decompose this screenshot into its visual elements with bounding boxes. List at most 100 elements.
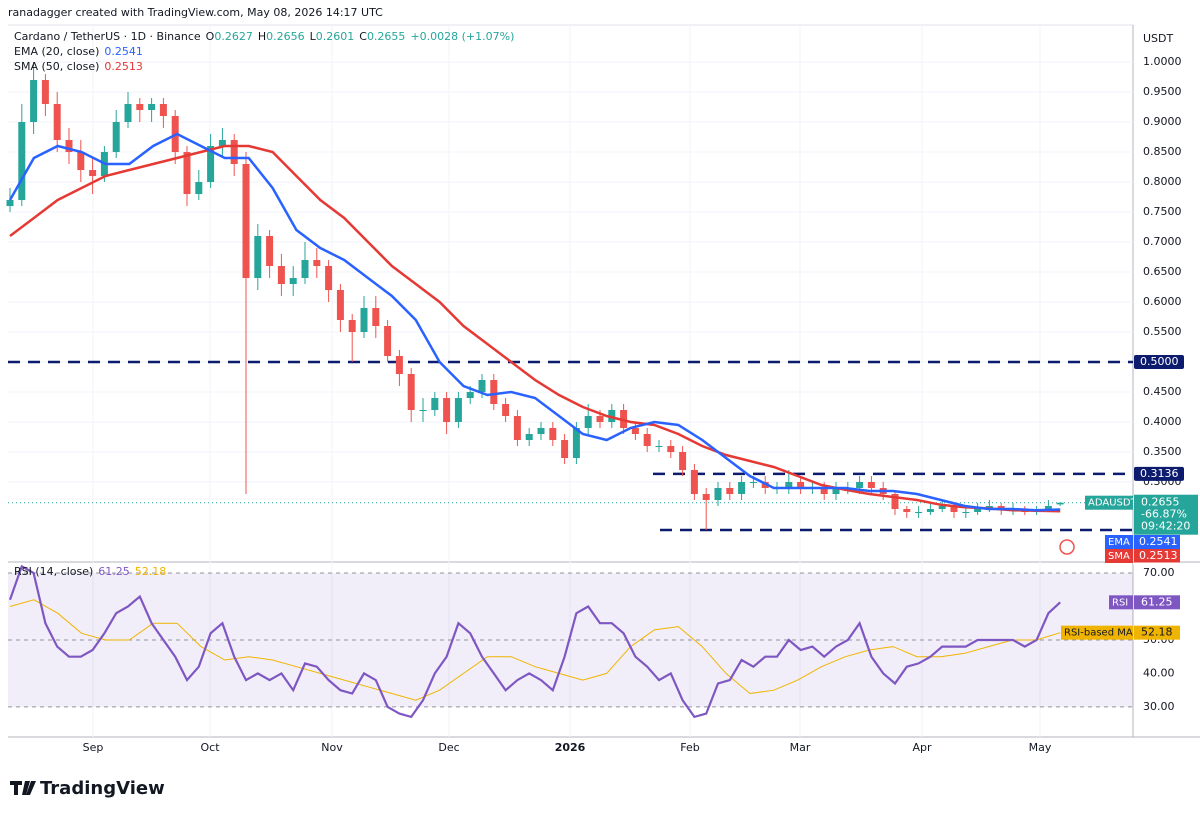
indicator-value: 0.2541: [104, 45, 143, 58]
candle-body: [938, 506, 946, 510]
symbol-tag-bg: [1085, 495, 1133, 510]
currency-label: USDT: [1143, 32, 1174, 45]
candle-body: [454, 398, 462, 423]
candle-body: [631, 428, 639, 435]
alert-icon: [1059, 539, 1075, 555]
candle-body: [738, 482, 746, 495]
candle-body: [950, 506, 958, 513]
ma-tag-bg: [1105, 549, 1133, 563]
rsi-tag-value-bg: [1134, 595, 1180, 610]
candle-body: [537, 428, 545, 435]
indicator-name: SMA (50, close): [14, 60, 99, 73]
x-tick-label: Nov: [321, 741, 343, 754]
candle-body: [714, 488, 722, 501]
ma-tag-value-bg: [1134, 535, 1180, 549]
candle-body: [159, 104, 167, 117]
x-tick-label: Feb: [680, 741, 699, 754]
candle-body: [407, 374, 415, 411]
ma-tag-name: EMA: [1108, 537, 1130, 548]
candle-body: [277, 266, 285, 285]
candle-body: [124, 104, 132, 123]
candle-body: [183, 152, 191, 195]
candle-body: [1056, 502, 1064, 505]
candle-body: [6, 200, 14, 207]
level-tag-label: 0.3136: [1140, 467, 1179, 480]
candle-body: [289, 278, 297, 285]
x-tick-label: Apr: [912, 741, 932, 754]
y-tick-label: 30.00: [1143, 700, 1175, 713]
candle-body: [313, 260, 321, 267]
level-tag-label: 0.5000: [1140, 355, 1179, 368]
candle-body: [112, 122, 120, 153]
price-tag-countdown: 09:42:20: [1141, 520, 1190, 533]
y-tick-label: 0.3500: [1143, 445, 1182, 458]
candle-body: [502, 404, 510, 417]
candle-body: [820, 488, 828, 495]
symbol-tag: ADAUSDT: [1088, 498, 1138, 509]
candle-body: [325, 266, 333, 291]
x-tick-label: Mar: [790, 741, 811, 754]
y-tick-label: 0.5500: [1143, 325, 1182, 338]
rsi-tag-value-bg: [1134, 625, 1180, 640]
x-tick-label: Dec: [438, 741, 459, 754]
ma-tag-value: 0.2513: [1139, 549, 1178, 562]
y-tick-label: 40.00: [1143, 666, 1175, 679]
indicator-name: EMA (20, close): [14, 45, 99, 58]
rsi-tag-bg: [1109, 595, 1133, 610]
legend-line: SMA (50, close) 0.2513: [14, 60, 143, 73]
rsi-tag-value: 52.18: [1141, 626, 1173, 639]
candle-body: [974, 509, 982, 513]
candle-body: [30, 80, 38, 123]
candle-body: [702, 494, 710, 501]
logo-text: TradingView: [40, 778, 165, 799]
candle-body: [478, 380, 486, 393]
ohlc-label: H: [258, 30, 266, 43]
candle-body: [230, 140, 238, 165]
candle-body: [915, 512, 923, 514]
candle-body: [466, 392, 474, 399]
candle-body: [549, 428, 557, 441]
level-tag: [1134, 355, 1184, 370]
candle-body: [561, 440, 569, 459]
rsi-line: [8, 564, 1061, 719]
candle-body: [443, 398, 451, 423]
y-tick-label: 0.6500: [1143, 265, 1182, 278]
symbol-title: Cardano / TetherUS · 1D · Binance: [14, 30, 201, 43]
candle-body: [266, 236, 274, 267]
level-tag: [1134, 466, 1184, 481]
candle-body: [867, 482, 875, 489]
candle-body: [218, 140, 226, 147]
candle-body: [856, 482, 864, 489]
x-tick-label: May: [1029, 741, 1052, 754]
legend-line: EMA (20, close) 0.2541: [14, 45, 143, 58]
indicator-value: 52.18: [135, 565, 167, 578]
candle-body: [65, 140, 73, 153]
rsi-tag-name: RSI: [1112, 597, 1128, 608]
logo-icon: [10, 781, 36, 795]
candle-body: [643, 434, 651, 447]
candle-body: [395, 356, 403, 375]
x-tick-label: Sep: [83, 741, 104, 754]
indicator-value: 0.2513: [104, 60, 143, 73]
candle-body: [372, 308, 380, 327]
candle-body: [997, 506, 1005, 510]
candle-body: [785, 482, 793, 489]
candle-body: [903, 509, 911, 513]
candle-body: [667, 446, 675, 453]
moving-average-line: [9, 144, 1061, 513]
y-tick-label: 0.6000: [1143, 295, 1182, 308]
price-tag-value: 0.2655: [1141, 496, 1180, 509]
legend-line: RSI (14, close) 61.25 52.18: [14, 565, 166, 578]
rsi-tag-bg: [1061, 625, 1133, 640]
candle-body: [596, 416, 604, 423]
candle-body: [962, 512, 970, 514]
ohlc-value: 0.2655: [367, 30, 406, 43]
candle-body: [77, 152, 85, 171]
price-tag-bg: [1134, 494, 1198, 535]
candle-body: [584, 416, 592, 429]
ohlc-label: L: [310, 30, 317, 43]
indicator-value: 61.25: [98, 565, 130, 578]
ohlc-value: 0.2601: [316, 30, 355, 43]
